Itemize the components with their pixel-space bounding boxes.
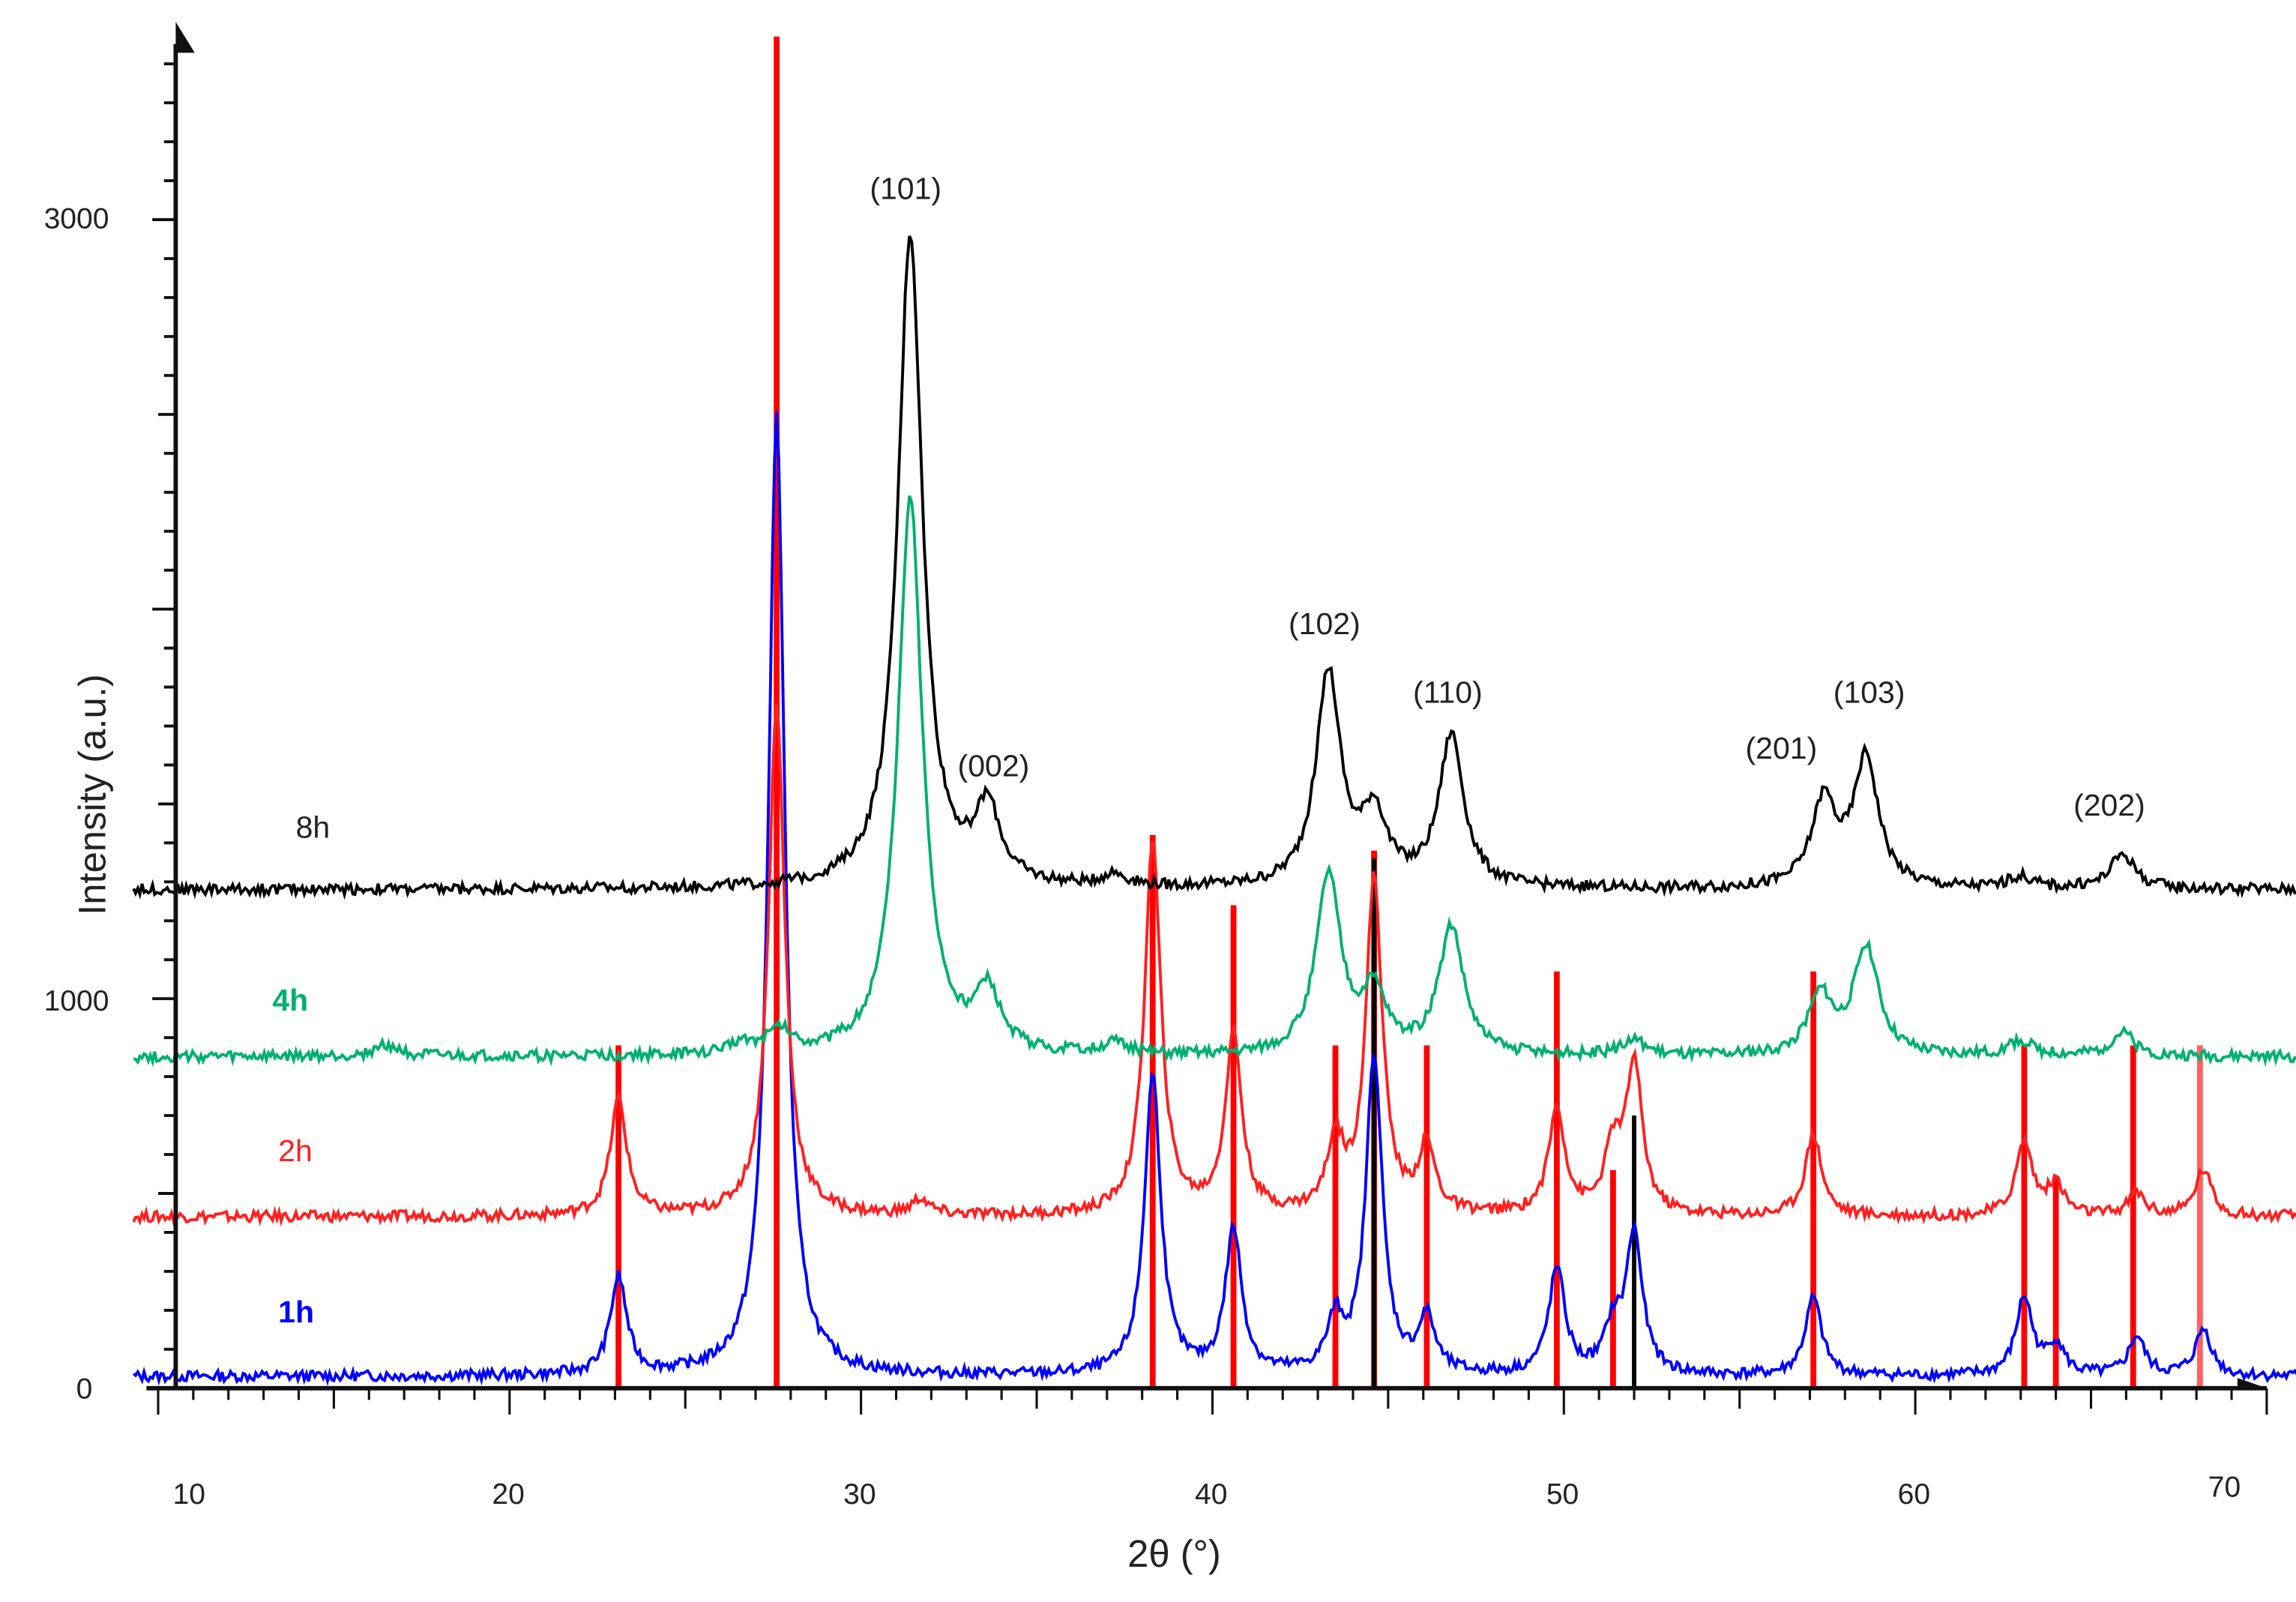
- series-label-8h: 8h: [296, 810, 331, 844]
- x-tick-label-50: 50: [1546, 1478, 1579, 1511]
- y-axis: [152, 22, 195, 1390]
- peak-label-201: (201): [1746, 731, 1818, 765]
- x-tick-label-70: 70: [2208, 1471, 2241, 1503]
- series-line-2h: [132, 704, 2296, 1227]
- series-line-1h: [132, 411, 2296, 1387]
- series-line-8h: [132, 235, 2296, 900]
- x-tick-label-40: 40: [1195, 1478, 1227, 1511]
- series-label-2h: 2h: [278, 1133, 313, 1168]
- peak-label-103: (103): [1834, 675, 1905, 710]
- x-axis-arrow-icon: [2237, 1378, 2267, 1388]
- x-axis: [146, 1378, 2268, 1415]
- peak-label-202: (202): [2073, 788, 2145, 822]
- peak-label-101: (101): [870, 172, 941, 206]
- series-traces: [132, 235, 2296, 1387]
- y-axis-arrow-icon: [175, 22, 195, 53]
- x-tick-label-10: 10: [173, 1478, 205, 1511]
- x-tick-label-20: 20: [492, 1478, 524, 1511]
- y-tick-label-3000: 3000: [44, 203, 109, 235]
- y-axis-title: Intensity (a.u.): [71, 674, 114, 915]
- peak-label-110: (110): [1413, 675, 1483, 710]
- x-tick-label-30: 30: [843, 1478, 876, 1511]
- series-line-4h: [133, 495, 2296, 1068]
- y-tick-label-0: 0: [76, 1373, 93, 1405]
- series-label-4h: 4h: [272, 983, 308, 1017]
- peak-label-102: (102): [1289, 606, 1361, 641]
- y-tick-label-1000: 1000: [44, 985, 109, 1017]
- peak-label-002: (002): [958, 748, 1030, 783]
- x-tick-label-60: 60: [1898, 1478, 1930, 1511]
- series-label-1h: 1h: [278, 1295, 314, 1329]
- x-axis-title: 2θ (°): [1127, 1532, 1221, 1575]
- reference-lines: [615, 36, 2203, 1388]
